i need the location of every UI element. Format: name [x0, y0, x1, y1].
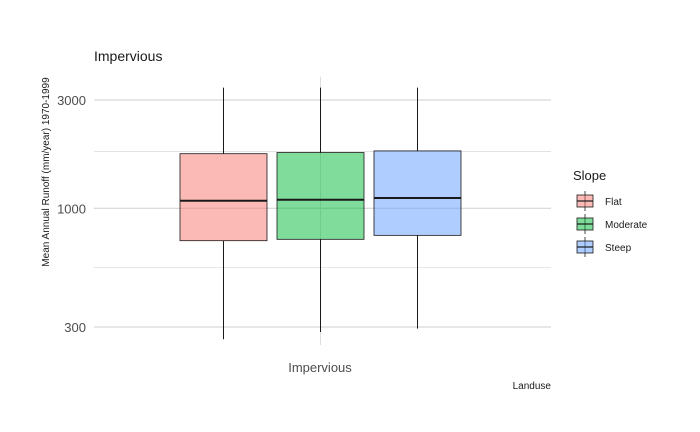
legend-item-steep: Steep: [576, 237, 632, 257]
box-flat: [179, 87, 268, 340]
y-axis-label: Mean Annual Runoff (mm/year) 1970-1999: [41, 77, 52, 267]
legend-title: Slope: [573, 168, 606, 183]
y-tick-label-1000: 1000: [57, 201, 86, 216]
x-tick-label-impervious: Impervious: [288, 360, 352, 375]
box-iqr: [373, 150, 462, 236]
box-steep: [373, 87, 462, 329]
legend-label-flat: Flat: [605, 197, 622, 208]
legend-label-moderate: Moderate: [605, 220, 648, 231]
y-tick-label-300: 300: [64, 320, 86, 335]
box-iqr: [276, 152, 365, 240]
y-tick-label-3000: 3000: [57, 93, 86, 108]
chart-title: Impervious: [94, 48, 162, 64]
legend: Slope Flat Moderate Steep: [573, 168, 648, 257]
box-iqr: [179, 153, 268, 242]
legend-label-steep: Steep: [605, 243, 632, 254]
boxplots: [179, 87, 462, 340]
x-axis-label: Landuse: [513, 381, 552, 392]
legend-item-moderate: Moderate: [576, 214, 648, 234]
box-moderate: [276, 87, 365, 333]
legend-item-flat: Flat: [576, 191, 622, 211]
